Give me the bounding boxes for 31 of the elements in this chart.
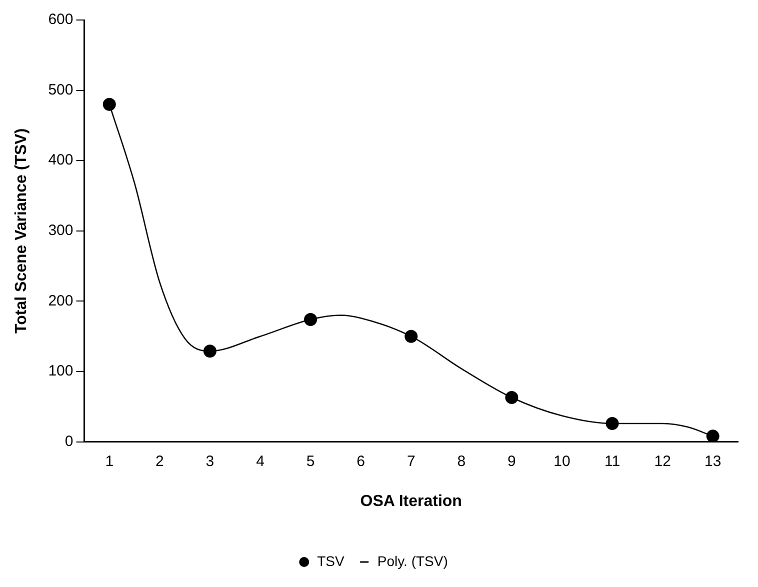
x-tick-label: 6 (356, 452, 365, 470)
point (404, 330, 418, 343)
legend-label: Poly. (TSV) (377, 552, 448, 569)
point (706, 430, 720, 442)
y-tick-label: 100 (48, 362, 74, 380)
y-tick-label: 300 (48, 222, 74, 240)
y-tick-label: 0 (64, 432, 74, 450)
x-tick-label: 4 (256, 452, 264, 470)
x-axis-title: OSA Iteration (360, 492, 462, 510)
x-tick-label: 3 (206, 452, 214, 470)
point (505, 391, 518, 404)
x-tick-label: 11 (604, 452, 620, 470)
x-tick-label: 1 (105, 452, 114, 470)
point (102, 98, 116, 111)
x-tick-label: 5 (306, 452, 315, 470)
x-tick-label: 12 (654, 452, 671, 470)
x-tick-label: 2 (155, 452, 164, 470)
x-tick-label: 7 (406, 452, 416, 470)
x-tick-label: 13 (704, 452, 722, 470)
y-tick-label: 200 (48, 292, 74, 310)
point (606, 417, 619, 430)
x-tick-label: 9 (508, 452, 516, 470)
point (304, 312, 318, 326)
y-axis-title: Total Scene Variance (TSV) (13, 128, 30, 334)
legend-label: TSV (317, 552, 346, 569)
x-tick-label: 8 (457, 452, 466, 470)
y-tick-label: 500 (48, 81, 74, 98)
point (203, 344, 216, 358)
y-tick-label: 600 (48, 11, 74, 28)
y-tick-label: 400 (48, 152, 74, 169)
x-tick-label: 10 (554, 452, 570, 470)
